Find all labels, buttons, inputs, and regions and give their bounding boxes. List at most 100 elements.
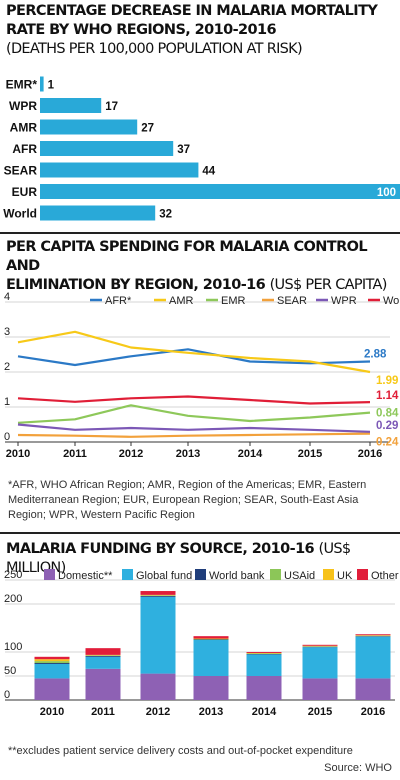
bar-segment bbox=[193, 636, 229, 639]
bar-segment bbox=[34, 659, 70, 662]
legend-label: World bank bbox=[209, 570, 265, 582]
y-tick-label: 250 bbox=[4, 569, 22, 581]
y-tick-label: 0 bbox=[4, 689, 10, 701]
legend-label: Other bbox=[371, 570, 399, 582]
funding-footnote: **excludes patient service delivery cost… bbox=[8, 745, 353, 757]
category-label: EUR bbox=[12, 185, 38, 199]
end-value-label: 0.24 bbox=[376, 437, 399, 449]
bar-segment bbox=[140, 596, 176, 674]
bar bbox=[40, 162, 199, 178]
section2-title-unit: (US$ PER CAPITA) bbox=[269, 277, 388, 293]
bar bbox=[40, 98, 102, 113]
section1-title-line2: RATE BY WHO REGIONS, 2010-2016 bbox=[6, 22, 277, 38]
legend-swatch bbox=[323, 569, 334, 580]
data-label: 17 bbox=[105, 101, 118, 113]
series-line bbox=[17, 432, 371, 438]
y-tick-label: 200 bbox=[4, 593, 22, 605]
bar-segment bbox=[193, 640, 229, 676]
section1-title: PERCENTAGE DECREASE IN MALARIA MORTALITY… bbox=[6, 2, 396, 59]
data-label: 100 bbox=[377, 187, 396, 199]
bar bbox=[40, 76, 44, 92]
bar-segment bbox=[302, 647, 338, 679]
y-tick-label: 1 bbox=[4, 396, 10, 408]
bar-segment bbox=[34, 656, 70, 660]
y-tick-label: 4 bbox=[4, 291, 10, 303]
y-tick-label: 0 bbox=[4, 431, 10, 443]
section2-title-line2: ELIMINATION BY REGION, 2010-16 bbox=[6, 277, 266, 293]
y-tick-label: 2 bbox=[4, 361, 10, 373]
end-value-label: 1.99 bbox=[376, 375, 398, 387]
bar-segment bbox=[140, 595, 176, 597]
bar-segment bbox=[34, 661, 70, 664]
x-tick-label: 2016 bbox=[361, 706, 385, 718]
legend-label: AMR bbox=[169, 295, 194, 307]
legend-label: USAid bbox=[284, 570, 315, 582]
legend-swatch bbox=[357, 569, 368, 580]
x-tick-label: 2012 bbox=[119, 448, 143, 460]
x-tick-label: 2014 bbox=[238, 448, 263, 460]
divider bbox=[0, 232, 400, 234]
bar bbox=[40, 119, 138, 135]
x-tick-label: 2010 bbox=[6, 448, 30, 460]
legend-label: World bbox=[383, 295, 400, 307]
region-footnote: *AFR, WHO African Region; AMR, Region of… bbox=[8, 479, 367, 521]
y-tick-label: 3 bbox=[4, 326, 10, 338]
end-value-label: 0.29 bbox=[376, 420, 398, 432]
category-label: AMR bbox=[10, 121, 38, 135]
x-tick-label: 2016 bbox=[358, 448, 382, 460]
legend-label: AFR* bbox=[105, 295, 132, 307]
legend-label: EMR bbox=[221, 295, 246, 307]
legend-swatch bbox=[122, 569, 133, 580]
x-tick-label: 2013 bbox=[176, 448, 200, 460]
divider bbox=[0, 532, 400, 534]
bar-segment bbox=[246, 676, 282, 700]
series-line bbox=[17, 348, 371, 367]
bar-segment bbox=[355, 634, 391, 636]
legend-label: SEAR bbox=[277, 295, 307, 307]
legend-swatch bbox=[195, 569, 206, 580]
source-credit: Source: WHO bbox=[324, 762, 392, 774]
x-tick-label: 2013 bbox=[199, 706, 223, 718]
mortality-decrease-bar-chart: EMR* 1 WPR 17 AMR 27 AFR 37 SEAR 44 EUR 100 World 32 bbox=[3, 76, 400, 221]
series-line bbox=[17, 330, 371, 374]
legend-label: UK bbox=[337, 570, 353, 582]
bar-segment bbox=[85, 648, 121, 655]
end-value-label: 2.88 bbox=[364, 349, 387, 361]
bar-segment bbox=[140, 591, 176, 595]
bar-segment bbox=[302, 644, 338, 646]
category-label: SEAR bbox=[4, 164, 38, 178]
category-label: World bbox=[3, 207, 37, 221]
data-label: 44 bbox=[202, 166, 215, 178]
x-tick-label: 2011 bbox=[63, 448, 87, 460]
category-label: WPR bbox=[9, 99, 37, 113]
bar-segment bbox=[140, 673, 176, 700]
x-tick-label: 2015 bbox=[308, 706, 332, 718]
x-tick-label: 2015 bbox=[298, 448, 322, 460]
section2-title-line1: PER CAPITA SPENDING FOR MALARIA CONTROL … bbox=[6, 239, 368, 274]
bar-segment bbox=[355, 678, 391, 700]
x-tick-label: 2010 bbox=[40, 706, 64, 718]
bar-segment bbox=[246, 652, 282, 653]
bar-segment bbox=[302, 678, 338, 700]
bar bbox=[40, 205, 156, 221]
funding-by-source-stacked-bar-chart: 0 50 100 200 250 Domestic** Global fund World b… bbox=[4, 569, 399, 718]
category-label: AFR bbox=[12, 142, 37, 156]
section3-title: MALARIA FUNDING BY SOURCE, 2010-16 (US$ … bbox=[6, 540, 396, 578]
legend-label: Domestic** bbox=[58, 570, 113, 582]
legend-label: Global fund bbox=[136, 570, 192, 582]
bar-segment bbox=[85, 655, 121, 657]
bar-segment bbox=[85, 668, 121, 700]
section1-subtitle: (DEATHS PER 100,000 POPULATION AT RISK) bbox=[6, 41, 303, 57]
end-value-label: 1.14 bbox=[376, 390, 399, 402]
legend-label: WPR bbox=[331, 295, 357, 307]
series-line bbox=[17, 395, 371, 405]
bar-segment bbox=[355, 636, 391, 679]
series-line bbox=[17, 423, 371, 433]
bar bbox=[40, 141, 174, 156]
legend-swatch bbox=[270, 569, 281, 580]
bar-segment bbox=[34, 678, 70, 700]
data-label: 37 bbox=[177, 144, 190, 156]
x-tick-label: 2012 bbox=[146, 706, 170, 718]
per-capita-spending-line-chart: 0 1 2 3 4 2010 2011 2012 2013 2014 2015 2016 AFR* AMR… bbox=[4, 291, 400, 460]
legend-swatch bbox=[44, 569, 55, 580]
